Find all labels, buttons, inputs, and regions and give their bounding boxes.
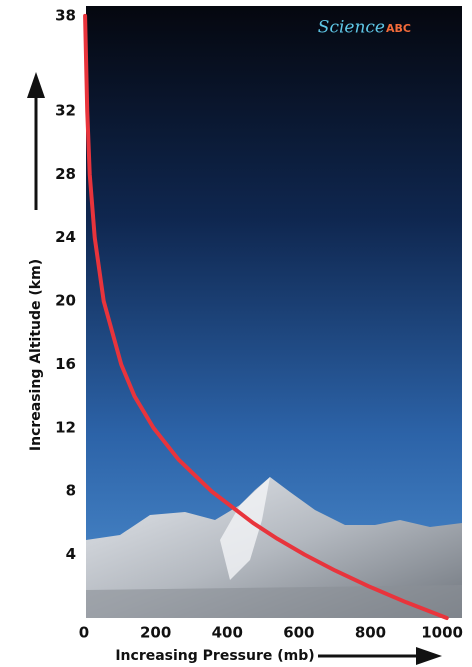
- x-tick-label: 0: [79, 624, 89, 642]
- logo-badge: ABC: [386, 22, 411, 35]
- y-tick-label: 32: [55, 101, 76, 119]
- x-tick-label: 200: [140, 624, 171, 642]
- logo-text: Science: [318, 18, 385, 38]
- x-tick-label: 600: [283, 624, 314, 642]
- y-tick-label: 28: [55, 165, 76, 183]
- y-axis-title: Increasing Altitude (km): [28, 259, 44, 451]
- x-arrow-head: [416, 647, 442, 665]
- y-tick-label: 20: [55, 292, 76, 310]
- y-tick-label: 8: [66, 482, 76, 500]
- y-tick-label: 4: [66, 545, 76, 563]
- y-arrow-head: [27, 72, 45, 98]
- x-tick-label: 400: [212, 624, 243, 642]
- y-tick-label: 16: [55, 355, 76, 373]
- x-tick-label: 800: [355, 624, 386, 642]
- chart: Science ABC Increasing Altitude (km) Inc…: [0, 0, 472, 667]
- y-tick-label: 24: [55, 228, 76, 246]
- x-axis-title: Increasing Pressure (mb): [115, 648, 314, 664]
- y-tick-label: 38: [55, 6, 76, 24]
- x-tick-label: 1000: [421, 624, 463, 642]
- y-tick-label: 12: [55, 418, 76, 436]
